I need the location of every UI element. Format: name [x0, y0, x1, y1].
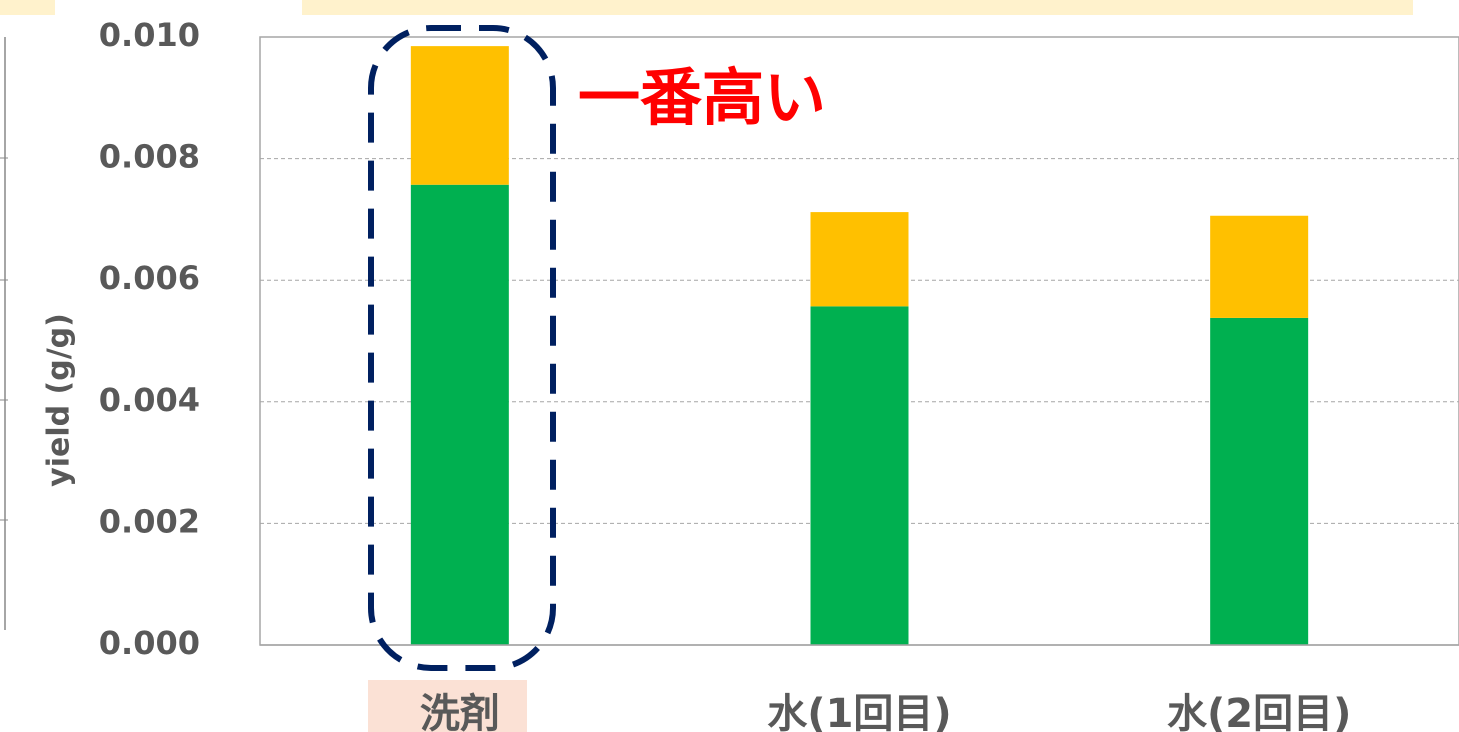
bar-segment [1210, 317, 1309, 645]
neighbor-frame [0, 37, 8, 630]
category-highlight [368, 680, 527, 732]
y-axis-label: yield (g/g) [42, 313, 77, 487]
bar-segment [810, 306, 909, 645]
x-tick-label: 水(1回目) [767, 691, 951, 732]
x-tick-label: 水(2回目) [1167, 691, 1351, 732]
banner [0, 0, 55, 15]
y-tick-label: 0.004 [99, 381, 200, 419]
bar-segment [410, 46, 509, 185]
banner [302, 0, 1413, 15]
bar-segment [1210, 215, 1309, 318]
bar-segment [410, 184, 509, 645]
bar-segment [810, 212, 909, 307]
y-tick-label: 0.002 [99, 502, 200, 540]
y-tick-label: 0.006 [99, 259, 200, 297]
y-tick-label: 0.008 [99, 138, 200, 176]
annotation: 一番高い [578, 61, 826, 134]
x-tick-label: 洗剤 [420, 691, 500, 732]
y-tick-label: 0.000 [99, 624, 200, 662]
y-tick-label: 0.010 [99, 16, 200, 54]
